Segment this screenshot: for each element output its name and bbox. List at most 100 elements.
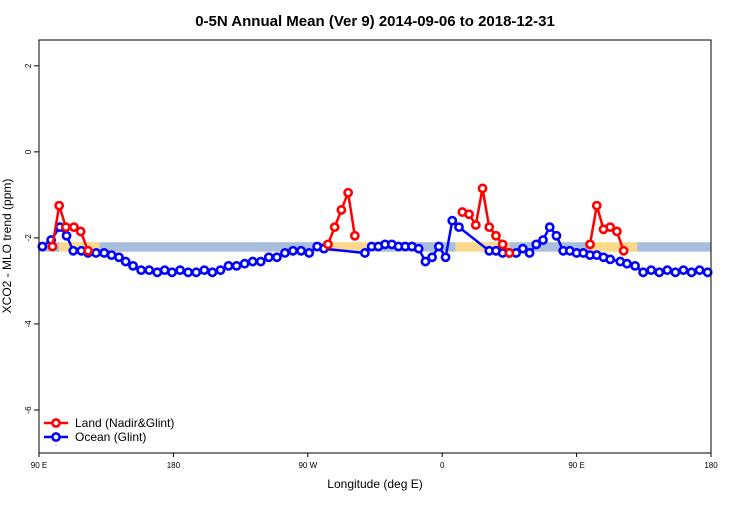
land-series-point xyxy=(470,220,481,230)
x-tick-label: 180 xyxy=(704,461,718,470)
ocean-series-point xyxy=(544,222,555,233)
land-series-point xyxy=(618,245,629,256)
ocean-series-point xyxy=(288,245,298,256)
ocean-series-point xyxy=(440,252,451,263)
ocean-series-point xyxy=(662,265,673,276)
land-series-point xyxy=(54,200,65,211)
ocean-series-point xyxy=(531,239,542,250)
y-axis-label: XCO2 - MLO trend (ppm) xyxy=(0,179,14,314)
ocean-series-point xyxy=(136,265,147,276)
ocean-series-point xyxy=(304,248,315,258)
land-series-point xyxy=(585,239,595,250)
ocean-series-point xyxy=(551,230,562,241)
land-series-point xyxy=(612,226,622,237)
land-series-point xyxy=(336,205,347,215)
x-tick-label: 180 xyxy=(167,461,181,470)
band-segment-land xyxy=(327,242,369,252)
ocean-series-point xyxy=(37,241,48,252)
land-series-point xyxy=(69,222,79,233)
land-series-point xyxy=(591,200,602,211)
band-segment-ocean xyxy=(509,242,591,252)
ocean-series-point xyxy=(686,267,697,278)
x-tick-label: 90 E xyxy=(31,461,47,470)
ocean-series-point xyxy=(517,243,528,254)
y-tick-label: -2 xyxy=(24,234,33,242)
ocean-series-point xyxy=(207,267,218,278)
ocean-series-point xyxy=(144,265,155,276)
ocean-series-point xyxy=(454,222,464,233)
y-tick-label: 2 xyxy=(24,63,33,68)
ocean-series-point xyxy=(128,260,138,271)
ocean-series-point xyxy=(91,248,102,258)
land-series-point xyxy=(323,239,333,250)
ocean-series-point xyxy=(223,260,234,271)
ocean-series-point xyxy=(420,256,431,267)
y-tick-label: -6 xyxy=(24,406,33,414)
land-series-point xyxy=(349,230,360,241)
legend-marker xyxy=(51,418,61,428)
ocean-series-point xyxy=(183,267,194,278)
x-axis-label: Longitude (deg E) xyxy=(327,477,422,491)
land-series-point xyxy=(343,187,354,198)
ocean-series-point xyxy=(247,256,258,267)
ocean-series-point xyxy=(670,267,681,278)
ocean-series-point xyxy=(622,258,632,269)
band-segment-ocean xyxy=(99,242,328,252)
ocean-series-point xyxy=(191,267,202,278)
chart-title: 0-5N Annual Mean (Ver 9) 2014-09-06 to 2… xyxy=(195,13,555,30)
x-tick-label: 90 E xyxy=(568,461,584,470)
ocean-series-point xyxy=(280,248,290,258)
x-axis: 90 E 180 90 W 0 90 E 180 xyxy=(31,453,718,470)
land-series-point xyxy=(497,239,508,250)
land-series-point xyxy=(60,222,71,233)
band-segment-ocean xyxy=(637,242,711,252)
ocean-series-point xyxy=(199,265,210,276)
ocean-series-point xyxy=(524,248,535,258)
land-series-point xyxy=(83,245,93,256)
y-axis: 2 0 -2 -4 -6 xyxy=(24,63,39,414)
band-segment-land xyxy=(590,242,638,252)
land-series-point xyxy=(477,183,488,194)
ocean-series-point xyxy=(175,265,186,276)
legend-label: Ocean (Glint) xyxy=(75,430,146,444)
ocean-series-point xyxy=(215,265,226,276)
ocean-series-point xyxy=(538,235,548,245)
x-tick-label: 90 W xyxy=(298,461,317,470)
x-tick-label: 0 xyxy=(440,461,445,470)
ocean-series-point xyxy=(413,243,424,254)
ocean-series-point xyxy=(427,252,438,263)
land-series-point xyxy=(491,230,501,241)
land-series-point xyxy=(47,241,58,252)
ocean-series-point xyxy=(678,265,689,276)
land-series-point xyxy=(504,248,515,258)
ocean-series-point xyxy=(120,256,131,267)
ocean-series-point xyxy=(605,254,616,265)
ocean-series-point xyxy=(167,267,177,278)
ocean-series-point xyxy=(702,267,713,278)
legend-marker xyxy=(51,432,61,442)
ocean-series-point xyxy=(630,260,640,271)
land-series-point xyxy=(75,226,86,237)
legend-label: Land (Nadir&Glint) xyxy=(75,416,174,430)
ocean-series-point xyxy=(694,265,705,276)
plot-frame xyxy=(38,39,712,454)
ocean-series-point xyxy=(255,256,266,267)
legend: Land (Nadir&Glint)Ocean (Glint) xyxy=(44,416,174,444)
ocean-series-point xyxy=(360,248,370,258)
ocean-series-point xyxy=(447,215,458,226)
land-series-point xyxy=(605,222,616,233)
ocean-series-point xyxy=(239,258,250,269)
land-series-point xyxy=(464,209,474,220)
ocean-series-point xyxy=(433,241,444,252)
ocean-series-point xyxy=(271,252,282,263)
series-layer xyxy=(37,183,713,278)
y-tick-label: -4 xyxy=(24,320,33,328)
ocean-series-point xyxy=(638,267,649,278)
ocean-series-point xyxy=(646,265,657,276)
ocean-series-point xyxy=(296,245,306,256)
land-series-point xyxy=(484,222,495,233)
ocean-series-point xyxy=(61,230,72,241)
ocean-series-point xyxy=(654,267,665,278)
